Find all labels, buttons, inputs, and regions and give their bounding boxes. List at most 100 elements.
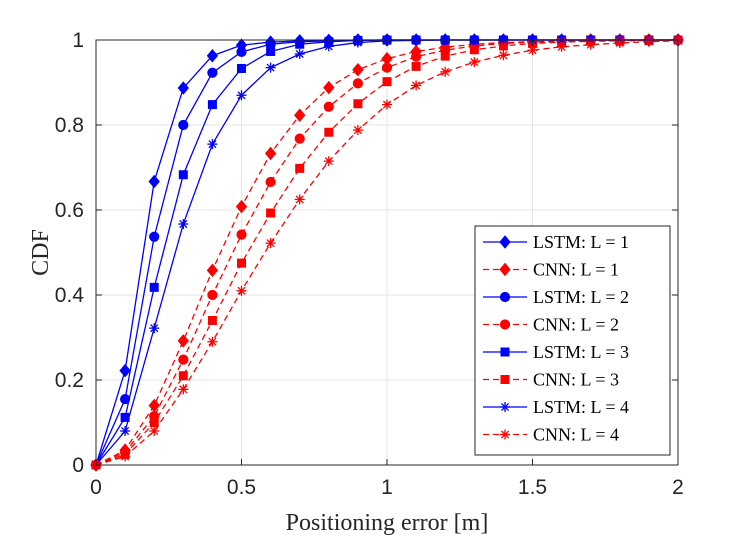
data-point [352,62,364,77]
data-point [469,57,480,68]
y-tick-label: 0.2 [55,369,84,392]
x-axis-label: Positioning error [m] [286,510,489,536]
data-point [294,108,306,123]
legend: LSTM: L = 1 CNN: L = 1 LSTM: L = 2 CNN: L =… [474,225,671,456]
data-point [207,316,217,325]
data-point [207,67,218,78]
data-point [207,336,218,347]
legend-item: CNN: L = 1 [483,260,619,280]
data-point [527,45,538,56]
y-tick-label: 0.4 [55,284,85,307]
legend-marker [499,319,511,330]
y-tick-label: 1 [72,29,84,52]
data-point [178,354,189,365]
y-tick-label: 0.8 [55,114,84,137]
data-point [266,46,276,56]
data-point [178,170,188,180]
data-point [324,127,334,137]
data-point [352,125,363,136]
data-point [265,238,276,249]
data-point [440,51,450,61]
data-point [177,334,189,348]
data-point [614,37,625,48]
data-point [237,258,246,268]
data-point [585,39,596,50]
data-point [206,48,219,63]
data-point [266,208,276,218]
legend-marker [500,375,510,384]
data-point [119,363,131,378]
data-point [265,176,276,188]
axis-ticks: 0 0.5 1 1.5 2 0 0.2 0.4 0.6 0.8 1 [55,29,684,499]
legend-item: LSTM: L = 1 [483,232,629,252]
legend-label: LSTM: L = 4 [533,397,629,417]
data-point [236,229,247,240]
y-axis-label: CDF [28,229,54,276]
data-point [381,62,393,73]
data-point [295,163,305,173]
data-point [149,282,159,292]
data-point [178,219,189,230]
data-point [235,199,248,214]
y-tick-label: 0 [72,454,84,477]
data-point [207,289,218,301]
legend-box [474,225,671,456]
data-point [323,101,334,112]
data-point [469,45,479,55]
data-point [177,81,189,95]
data-point [207,139,218,150]
data-point [323,80,335,95]
data-point [294,133,305,144]
data-point [323,156,334,167]
data-point [207,100,217,110]
legend-item: CNN: L = 4 [483,425,619,445]
data-point [178,384,189,395]
data-point [236,285,247,296]
legend-item: CNN: L = 3 [483,370,619,390]
legend-marker [499,262,511,277]
data-point [149,418,159,427]
data-point [382,99,392,110]
data-point [264,146,277,161]
data-point [556,41,567,52]
data-point [237,63,246,73]
legend-item: LSTM: L = 2 [483,287,629,307]
data-point [236,90,247,101]
data-point [411,51,422,62]
data-point [411,80,422,91]
legend-label: CNN: L = 2 [533,315,619,335]
data-point [643,36,654,47]
legend-label: CNN: L = 1 [533,260,619,280]
data-point [178,119,189,131]
data-point [149,323,160,334]
data-point [353,99,363,109]
legend-item: LSTM: L = 3 [483,342,629,362]
data-point [352,37,363,48]
data-point [294,194,305,205]
legend-label: LSTM: L = 2 [533,287,629,307]
data-point [352,78,363,89]
legend-label: LSTM: L = 3 [533,342,629,362]
y-tick-label: 0.6 [55,199,84,222]
data-point [149,231,160,242]
x-tick-label: 0 [90,476,102,499]
data-point [178,371,188,381]
x-tick-label: 2 [672,476,684,499]
data-point [498,50,509,61]
x-tick-label: 0.5 [227,476,256,499]
data-point [236,46,247,58]
legend-item: CNN: L = 2 [483,315,619,335]
legend-item: LSTM: L = 4 [483,397,629,417]
data-point [265,62,276,73]
data-point [148,174,160,189]
series-8 [91,35,683,470]
x-tick-label: 1.5 [518,476,547,499]
legend-marker [500,347,510,357]
legend-label: CNN: L = 3 [533,370,619,390]
legend-marker [500,429,510,440]
legend-marker [500,402,510,412]
legend-marker [499,235,511,249]
data-point [411,61,421,71]
data-point [323,41,334,52]
legend-label: CNN: L = 4 [533,425,619,445]
